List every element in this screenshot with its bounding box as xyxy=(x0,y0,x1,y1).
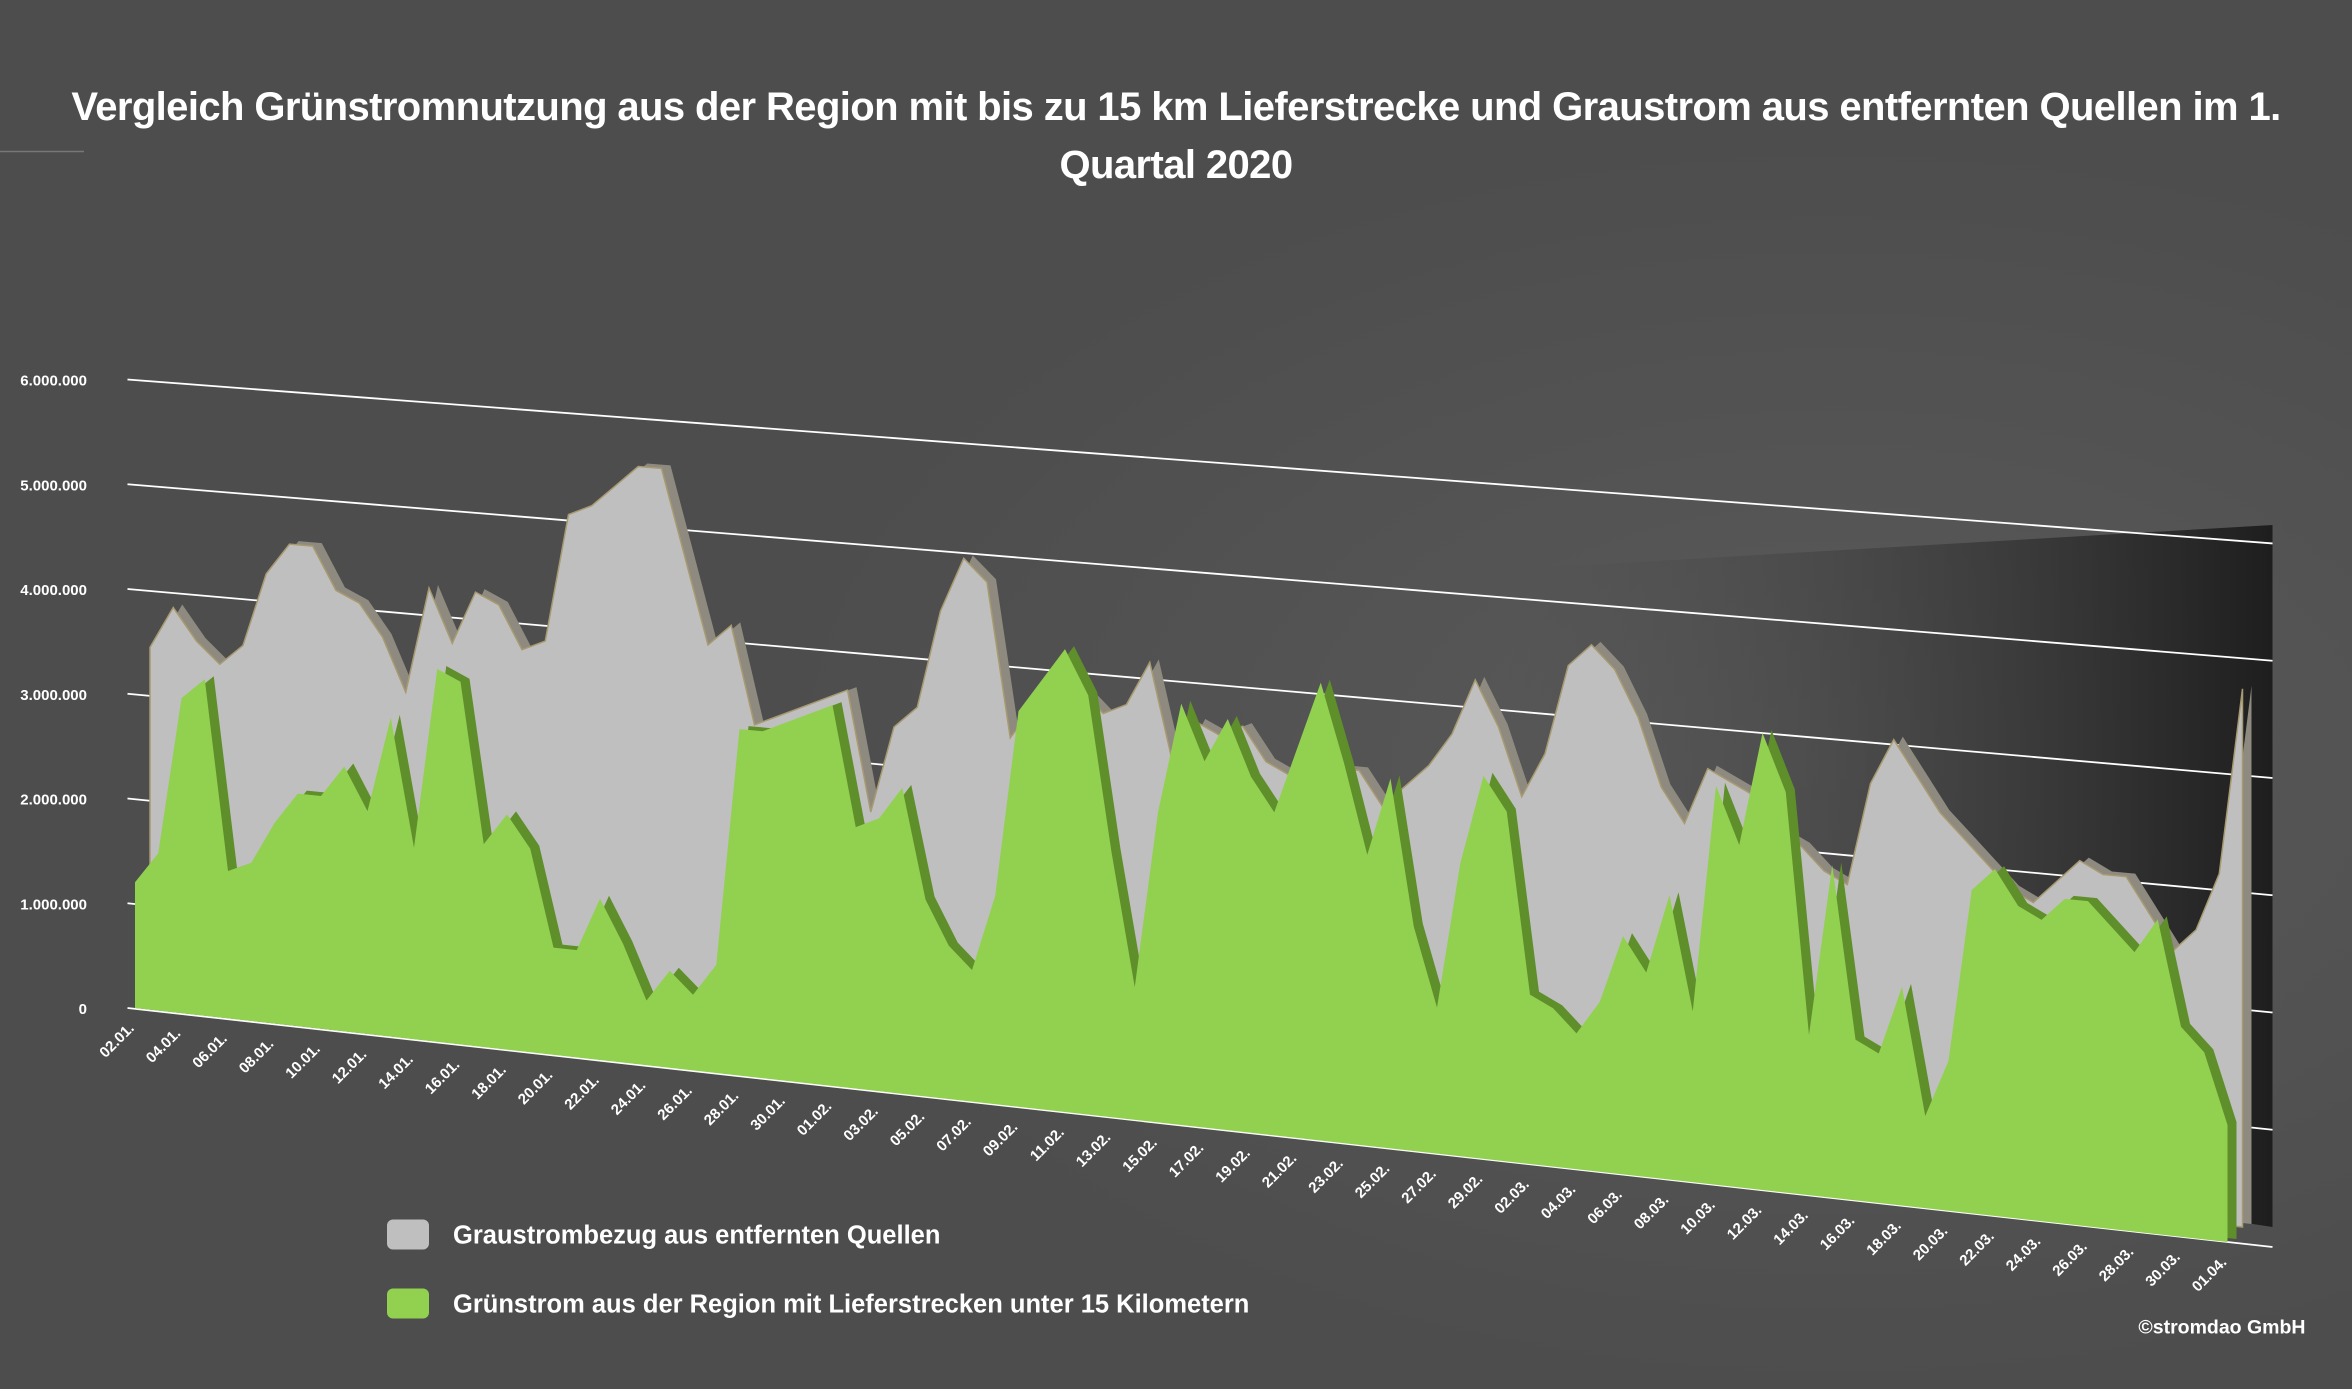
copyright: ©stromdao GmbH xyxy=(2138,1317,2305,1339)
y-tick-label: 2.000.000 xyxy=(20,792,87,809)
legend-label: Graustrombezug aus entfernten Quellen xyxy=(453,1222,940,1250)
legend-swatch xyxy=(387,1288,429,1319)
legend-swatch xyxy=(387,1219,429,1250)
y-tick-label: 5.000.000 xyxy=(20,477,87,494)
area xyxy=(135,649,2228,1242)
chart-title: Vergleich Grünstromnutzung aus der Regio… xyxy=(71,85,2281,187)
legend-label: Grünstrom aus der Region mit Lieferstrec… xyxy=(453,1291,1249,1319)
y-tick-label: 3.000.000 xyxy=(20,687,87,704)
y-tick-label: 6.000.000 xyxy=(20,373,87,390)
grid-line xyxy=(127,378,2273,545)
y-tick-label: 1.000.000 xyxy=(20,896,87,913)
grid-line xyxy=(127,483,2273,662)
y-tick-label: 0 xyxy=(79,1001,87,1018)
y-tick-label: 4.000.000 xyxy=(20,582,87,599)
grid-line xyxy=(127,1007,2273,1248)
